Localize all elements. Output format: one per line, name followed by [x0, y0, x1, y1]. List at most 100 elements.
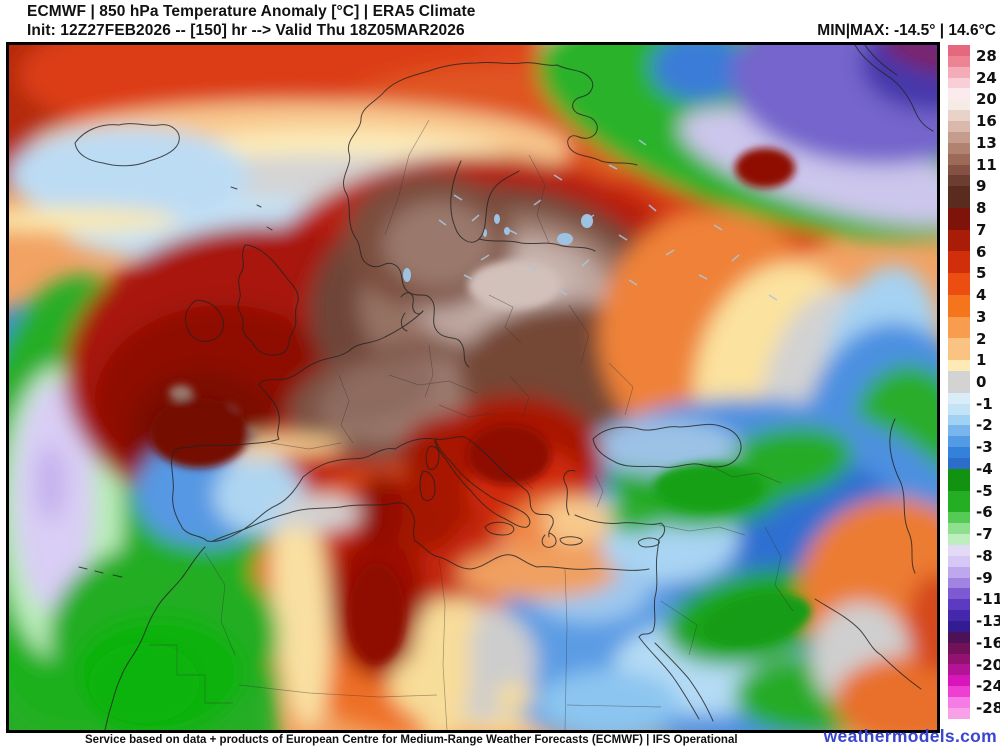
colorbar-interval	[948, 208, 970, 230]
colorbar-segment	[948, 620, 970, 632]
colorbar-tick-label: 3	[976, 307, 987, 326]
colorbar-segment	[948, 251, 970, 274]
colorbar-tick-label: -28	[976, 699, 1000, 718]
colorbar-interval	[948, 620, 970, 643]
colorbar-segment	[948, 164, 970, 176]
anomaly-field-cores	[89, 148, 812, 723]
colorbar-segment	[948, 186, 970, 209]
anomaly-map	[9, 45, 937, 730]
colorbar-segment	[948, 436, 970, 448]
colorbar-interval	[948, 686, 970, 708]
colorbar-segment	[948, 697, 970, 708]
colorbar-segment	[948, 273, 970, 295]
colorbar-interval	[948, 447, 970, 469]
colorbar-segment	[948, 675, 970, 687]
colorbar-interval	[948, 164, 970, 187]
colorbar-segment	[948, 610, 970, 621]
colorbar-segment	[948, 371, 970, 382]
colorbar-tick-label: 28	[976, 46, 997, 65]
colorbar-tick-label: 13	[976, 133, 997, 152]
colorbar-interval	[948, 360, 970, 382]
colorbar-interval	[948, 512, 970, 535]
colorbar-tick-label: -4	[976, 459, 993, 478]
colorbar-segment	[948, 77, 970, 89]
colorbar-tick-label: -9	[976, 568, 993, 587]
colorbar-segment	[948, 577, 970, 589]
colorbar-segment	[948, 566, 970, 578]
colorbar-interval	[948, 316, 970, 339]
colorbar-tick-label: -20	[976, 655, 1000, 674]
colorbar-interval	[948, 251, 970, 274]
colorbar-segment	[948, 316, 970, 339]
colorbar-tick-label: -5	[976, 481, 993, 500]
colorbar-segment	[948, 392, 970, 404]
colorbar-tick-label: -8	[976, 546, 993, 565]
colorbar-tick-label: 4	[976, 286, 987, 305]
colorbar-segment	[948, 468, 970, 491]
colorbar-interval	[948, 642, 970, 665]
colorbar-interval	[948, 664, 970, 687]
attribution: Service based on data + products of Euro…	[85, 734, 738, 746]
colorbar-segment	[948, 294, 970, 317]
colorbar-interval	[948, 273, 970, 295]
colorbar-segment	[948, 631, 970, 643]
colorbar-segment	[948, 66, 970, 78]
colorbar-segment	[948, 55, 970, 67]
colorbar-segment	[948, 338, 970, 361]
colorbar-segment	[948, 490, 970, 513]
map-frame	[6, 42, 940, 733]
colorbar-segment	[948, 99, 970, 111]
colorbar-segment	[948, 447, 970, 458]
colorbar-tick-label: -11	[976, 590, 1000, 609]
colorbar-segment	[948, 588, 970, 600]
colorbar-segment	[948, 414, 970, 426]
colorbar-interval	[948, 229, 970, 252]
colorbar-interval	[948, 403, 970, 426]
colorbar-tick-label: -7	[976, 525, 993, 544]
colorbar-interval	[948, 77, 970, 100]
colorbar-interval	[948, 490, 970, 513]
colorbar-tick-label: -16	[976, 633, 1000, 652]
colorbar-interval	[948, 121, 970, 143]
colorbar-interval	[948, 468, 970, 491]
colorbar-tick-label: 11	[976, 155, 997, 174]
colorbar-segment	[948, 555, 970, 567]
colorbar-segment	[948, 208, 970, 230]
colorbar-interval	[948, 294, 970, 317]
colorbar-segment	[948, 403, 970, 415]
colorbar-interval	[948, 577, 970, 600]
colorbar-segment	[948, 599, 970, 611]
colorbar-segment	[948, 534, 970, 545]
page-title: ECMWF | 850 hPa Temperature Anomaly [°C]…	[27, 3, 476, 20]
colorbar-segment	[948, 642, 970, 654]
colorbar-tick-label: 20	[976, 90, 997, 109]
colorbar-labels: 28 24 20 16 13 11 9 8 7 6 5 4 3 2 1 0 -1 -2 -3 -4 -5 -6 -7 -8 -9…	[976, 45, 1000, 719]
colorbar-tick-label: 1	[976, 351, 987, 370]
colorbar-interval	[948, 186, 970, 209]
colorbar-segment	[948, 512, 970, 524]
colorbar-interval	[948, 599, 970, 621]
colorbar-segment	[948, 142, 970, 154]
colorbar-tick-label: 6	[976, 242, 987, 261]
colorbar-tick-label: 9	[976, 177, 987, 196]
colorbar-segment	[948, 653, 970, 665]
colorbar-tick-label: -6	[976, 503, 993, 522]
colorbar-interval	[948, 99, 970, 122]
colorbar-tick-label: -3	[976, 438, 993, 457]
colorbar-segment	[948, 686, 970, 698]
colorbar-segment	[948, 88, 970, 100]
colorbar-tick-label: 2	[976, 329, 987, 348]
colorbar-segment	[948, 121, 970, 132]
colorbar-segment	[948, 523, 970, 535]
colorbar-segment	[948, 45, 970, 56]
colorbar-interval	[948, 55, 970, 78]
colorbar-interval	[948, 555, 970, 578]
colorbar-interval	[948, 425, 970, 448]
colorbar-interval	[948, 534, 970, 556]
colorbar-tick-label: 24	[976, 68, 997, 87]
init-valid-line: Init: 12Z27FEB2026 -- [150] hr --> Valid…	[27, 22, 465, 39]
coastlines	[74, 45, 934, 730]
colorbar-tick-label: -24	[976, 677, 1000, 696]
country-borders	[149, 119, 794, 730]
